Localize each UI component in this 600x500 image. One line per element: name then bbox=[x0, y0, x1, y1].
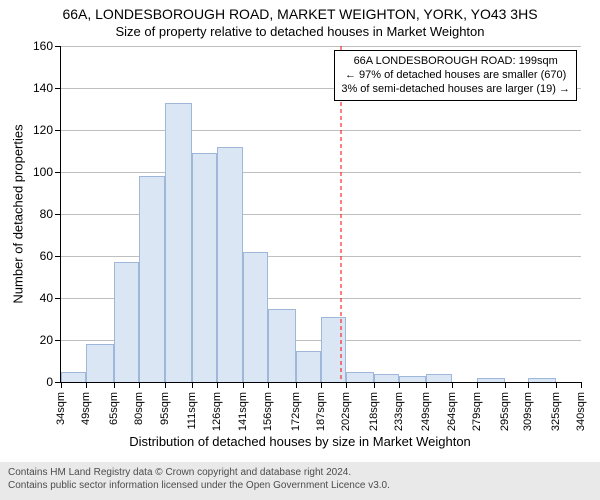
info-box-line: 3% of semi-detached houses are larger (1… bbox=[341, 83, 570, 97]
chart-title-line2: Size of property relative to detached ho… bbox=[0, 24, 600, 39]
histogram-bar bbox=[243, 252, 268, 382]
histogram-bar bbox=[426, 374, 451, 382]
x-tick-mark bbox=[426, 382, 427, 388]
x-tick-mark bbox=[217, 382, 218, 388]
x-tick-label: 218sqm bbox=[368, 392, 380, 431]
x-tick-label: 80sqm bbox=[133, 392, 145, 425]
chart-title-line1: 66A, LONDESBOROUGH ROAD, MARKET WEIGHTON… bbox=[0, 6, 600, 22]
x-tick-mark bbox=[61, 382, 62, 388]
histogram-bar bbox=[346, 372, 373, 383]
x-tick-mark bbox=[528, 382, 529, 388]
x-tick-mark bbox=[192, 382, 193, 388]
x-tick-label: 233sqm bbox=[393, 392, 405, 431]
y-tick-label: 60 bbox=[40, 249, 61, 263]
histogram-bar bbox=[528, 378, 555, 382]
gridline-y bbox=[61, 130, 581, 131]
x-tick-mark bbox=[477, 382, 478, 388]
histogram-bar bbox=[399, 376, 426, 382]
x-tick-label: 34sqm bbox=[55, 392, 67, 425]
x-tick-label: 279sqm bbox=[471, 392, 483, 431]
y-tick-label: 120 bbox=[33, 123, 61, 137]
x-tick-label: 264sqm bbox=[446, 392, 458, 431]
x-tick-mark bbox=[346, 382, 347, 388]
x-tick-mark bbox=[243, 382, 244, 388]
histogram-bar bbox=[114, 262, 139, 382]
histogram-bar bbox=[192, 153, 217, 382]
attribution-footer: Contains HM Land Registry data © Crown c… bbox=[0, 462, 600, 500]
x-axis-title: Distribution of detached houses by size … bbox=[0, 434, 600, 449]
x-tick-label: 202sqm bbox=[340, 392, 352, 431]
y-axis-title: Number of detached properties bbox=[11, 124, 26, 303]
histogram-bar bbox=[268, 309, 295, 383]
x-tick-mark bbox=[399, 382, 400, 388]
x-tick-mark bbox=[139, 382, 140, 388]
info-box-line: ← 97% of detached houses are smaller (67… bbox=[341, 69, 570, 83]
x-tick-mark bbox=[268, 382, 269, 388]
x-tick-mark bbox=[556, 382, 557, 388]
x-tick-label: 325sqm bbox=[550, 392, 562, 431]
x-tick-mark bbox=[581, 382, 582, 388]
footer-line-1: Contains HM Land Registry data © Crown c… bbox=[8, 466, 592, 479]
y-tick-label: 140 bbox=[33, 81, 61, 95]
y-tick-label: 80 bbox=[40, 207, 61, 221]
plot-area: 02040608010012014016034sqm49sqm65sqm80sq… bbox=[60, 46, 581, 383]
x-tick-mark bbox=[452, 382, 453, 388]
x-tick-label: 156sqm bbox=[262, 392, 274, 431]
footer-line-2: Contains public sector information licen… bbox=[8, 479, 592, 492]
x-tick-mark bbox=[296, 382, 297, 388]
histogram-bar bbox=[321, 317, 346, 382]
x-tick-label: 187sqm bbox=[315, 392, 327, 431]
histogram-bar bbox=[61, 372, 86, 383]
x-tick-label: 49sqm bbox=[80, 392, 92, 425]
x-tick-label: 309sqm bbox=[522, 392, 534, 431]
x-tick-label: 126sqm bbox=[211, 392, 223, 431]
x-tick-mark bbox=[505, 382, 506, 388]
y-tick-label: 40 bbox=[40, 291, 61, 305]
x-tick-mark bbox=[165, 382, 166, 388]
histogram-bar bbox=[139, 176, 164, 382]
x-tick-mark bbox=[114, 382, 115, 388]
x-tick-label: 65sqm bbox=[108, 392, 120, 425]
property-info-box: 66A LONDESBOROUGH ROAD: 199sqm← 97% of d… bbox=[334, 50, 577, 101]
x-tick-mark bbox=[321, 382, 322, 388]
gridline-y bbox=[61, 46, 581, 47]
x-tick-label: 111sqm bbox=[186, 392, 198, 430]
y-tick-label: 100 bbox=[33, 165, 61, 179]
x-tick-label: 295sqm bbox=[499, 392, 511, 431]
x-tick-label: 172sqm bbox=[290, 392, 302, 431]
gridline-y bbox=[61, 172, 581, 173]
histogram-bar bbox=[477, 378, 504, 382]
histogram-bar bbox=[86, 344, 113, 382]
info-box-line: 66A LONDESBOROUGH ROAD: 199sqm bbox=[341, 55, 570, 69]
x-tick-label: 340sqm bbox=[575, 392, 587, 431]
x-tick-mark bbox=[86, 382, 87, 388]
x-tick-label: 249sqm bbox=[420, 392, 432, 431]
y-tick-label: 0 bbox=[46, 375, 61, 389]
x-tick-label: 141sqm bbox=[237, 392, 249, 431]
histogram-bar bbox=[165, 103, 192, 382]
y-tick-label: 20 bbox=[40, 333, 61, 347]
histogram-bar bbox=[217, 147, 242, 382]
histogram-bar bbox=[296, 351, 321, 383]
y-tick-label: 160 bbox=[33, 39, 61, 53]
histogram-bar bbox=[374, 374, 399, 382]
x-tick-label: 95sqm bbox=[159, 392, 171, 425]
x-tick-mark bbox=[374, 382, 375, 388]
